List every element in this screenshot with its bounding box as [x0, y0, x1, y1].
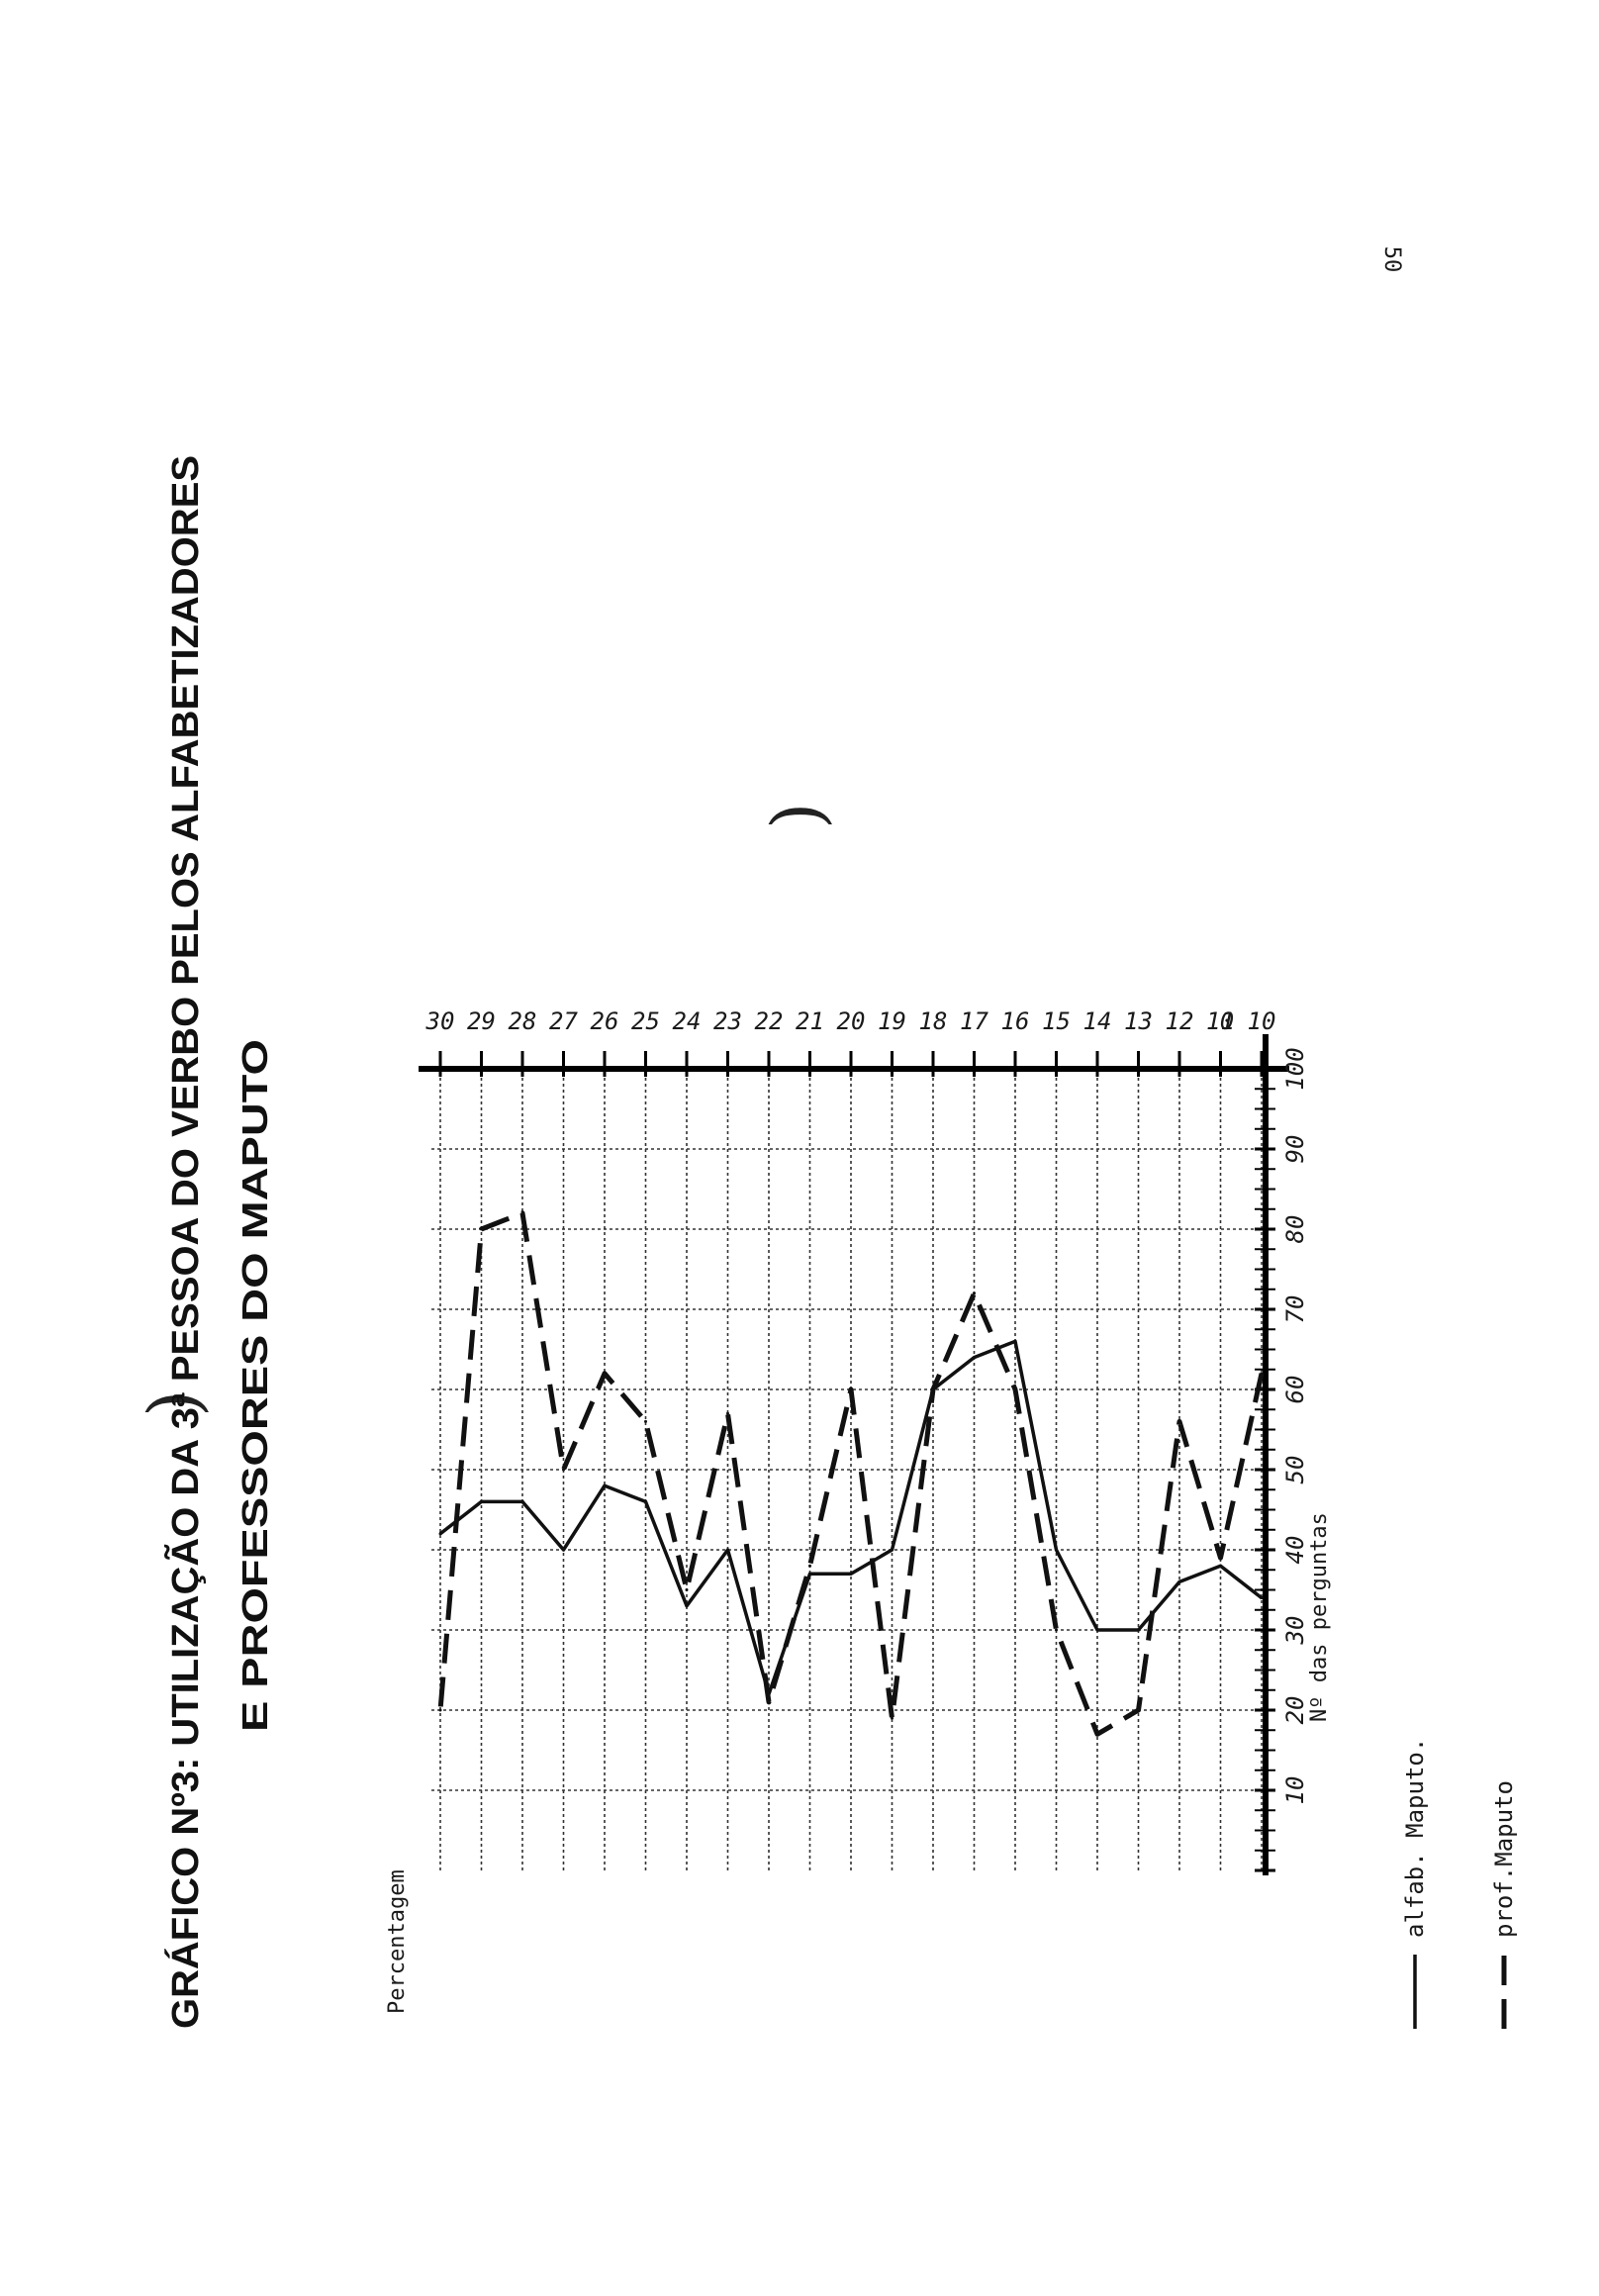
- x-tick-label-20: 20: [837, 1007, 866, 1035]
- x-tick-labels: 0 10 11 12 13 14 15 16 17 18 19 20 21 22 23 24 25 26 27 28 2…: [425, 1007, 1276, 1035]
- data-point-s1-11: [1219, 1556, 1222, 1560]
- data-point-s1-24: [685, 1588, 689, 1591]
- x-tick-label-18: 18: [919, 1007, 948, 1035]
- y-tick-label-40: 40: [1281, 1536, 1309, 1565]
- y-tick-label-80: 80: [1281, 1215, 1309, 1244]
- data-point-s0-30: [438, 1532, 442, 1536]
- x-tick-label-24: 24: [673, 1007, 702, 1035]
- data-point-s1-29: [480, 1227, 483, 1231]
- x-axis-label: Nº das perguntas: [1307, 1512, 1332, 1722]
- page-number: 50: [1379, 246, 1404, 273]
- x-tick-label-25: 25: [631, 1007, 660, 1035]
- x-tick-label-15: 15: [1042, 1007, 1071, 1035]
- x-tick-label-26: 26: [591, 1007, 619, 1035]
- x-tick-label-30: 30: [425, 1007, 455, 1035]
- chart-legend: alfab. Maputo. prof.Maputo: [1401, 1738, 1518, 2029]
- x-tick-label-21: 21: [796, 1007, 824, 1035]
- data-point-s0-23: [726, 1548, 729, 1552]
- data-point-s1-27: [562, 1468, 565, 1472]
- data-point-s0-20: [849, 1572, 853, 1576]
- data-point-s1-10: [1260, 1372, 1264, 1376]
- chart-grid: [430, 1059, 1271, 1870]
- data-point-s0-21: [808, 1572, 811, 1576]
- x-tick-label-19: 19: [878, 1007, 906, 1035]
- data-point-s0-26: [603, 1483, 607, 1487]
- y-tick-label-50: 50: [1281, 1456, 1309, 1484]
- data-point-s0-24: [685, 1604, 689, 1608]
- data-point-s0-12: [1177, 1579, 1181, 1583]
- data-point-s1-19: [891, 1716, 894, 1720]
- data-point-s0-10: [1260, 1596, 1264, 1600]
- y-tick-label-90: 90: [1281, 1135, 1309, 1164]
- data-point-s1-13: [1137, 1708, 1140, 1712]
- data-point-s1-18: [931, 1387, 935, 1391]
- chart-title: GRÁFICO Nº3: UTILIZAÇÃO DA 3ª PESSOA DO …: [163, 455, 207, 2029]
- x-tick-label-27: 27: [549, 1007, 578, 1035]
- data-point-s1-26: [603, 1372, 607, 1376]
- data-point-s0-25: [644, 1499, 647, 1503]
- x-tick-label-0: 0: [1220, 1007, 1234, 1035]
- y-axis-label: Percentagem: [385, 1869, 410, 2014]
- y-tick-labels: 10 20 30 40 50 60 70 80 90 100: [1281, 1047, 1309, 1804]
- x-tick-label-29: 29: [467, 1007, 496, 1035]
- data-point-s0-28: [520, 1499, 524, 1503]
- x-tick-label-17: 17: [960, 1007, 988, 1035]
- binding-mark-top: ): [757, 803, 838, 829]
- data-point-s0-16: [1013, 1339, 1017, 1343]
- data-point-s0-14: [1095, 1628, 1099, 1632]
- data-point-s1-21: [808, 1564, 811, 1568]
- data-point-s1-30: [438, 1708, 442, 1712]
- data-point-s0-17: [973, 1356, 976, 1360]
- x-tick-label-11: 11: [1206, 1007, 1235, 1035]
- x-tick-label-28: 28: [509, 1007, 537, 1035]
- data-point-s1-17: [973, 1292, 976, 1295]
- x-tick-label-14: 14: [1083, 1007, 1112, 1035]
- binding-mark-bottom: ): [134, 1390, 215, 1417]
- data-point-s1-12: [1177, 1419, 1181, 1423]
- data-point-s0-29: [480, 1499, 483, 1503]
- y-tick-label-60: 60: [1281, 1376, 1309, 1404]
- x-tick-label-12: 12: [1166, 1007, 1194, 1035]
- x-tick-label-23: 23: [713, 1007, 742, 1035]
- data-point-s1-28: [520, 1211, 524, 1215]
- y-tick-label-70: 70: [1281, 1295, 1309, 1324]
- data-point-s1-25: [644, 1419, 647, 1423]
- data-point-s1-14: [1095, 1732, 1099, 1736]
- chart-series: [437, 1210, 1265, 1737]
- data-point-s1-16: [1013, 1387, 1017, 1391]
- x-tick-label-22: 22: [755, 1007, 784, 1035]
- chart-axes: [419, 1034, 1289, 1875]
- data-point-s1-22: [767, 1700, 771, 1704]
- chart-subtitle: E PROFESSORES DO MAPUTO: [235, 1039, 275, 1732]
- data-point-s1-15: [1055, 1628, 1058, 1632]
- data-point-s1-20: [849, 1387, 853, 1391]
- y-tick-label-10: 10: [1281, 1776, 1309, 1805]
- y-tick-label-30: 30: [1281, 1616, 1309, 1646]
- data-point-s0-15: [1055, 1548, 1058, 1552]
- x-tick-label-16: 16: [1001, 1007, 1030, 1035]
- data-point-s0-19: [891, 1548, 894, 1552]
- data-point-s0-13: [1137, 1628, 1140, 1632]
- x-tick-label-13: 13: [1124, 1007, 1153, 1035]
- chart-rotated-frame: GRÁFICO Nº3: UTILIZAÇÃO DA 3ª PESSOA DO …: [163, 455, 1518, 2029]
- legend-label-1: prof.Maputo: [1490, 1780, 1518, 1938]
- data-point-s0-11: [1219, 1564, 1222, 1568]
- data-point-s1-23: [726, 1411, 729, 1415]
- y-tick-label-100: 100: [1281, 1047, 1309, 1090]
- y-tick-label-20: 20: [1281, 1696, 1309, 1725]
- x-tick-label-10: 10: [1248, 1007, 1276, 1035]
- legend-label-0: alfab. Maputo.: [1401, 1738, 1429, 1938]
- data-point-s0-27: [562, 1548, 565, 1552]
